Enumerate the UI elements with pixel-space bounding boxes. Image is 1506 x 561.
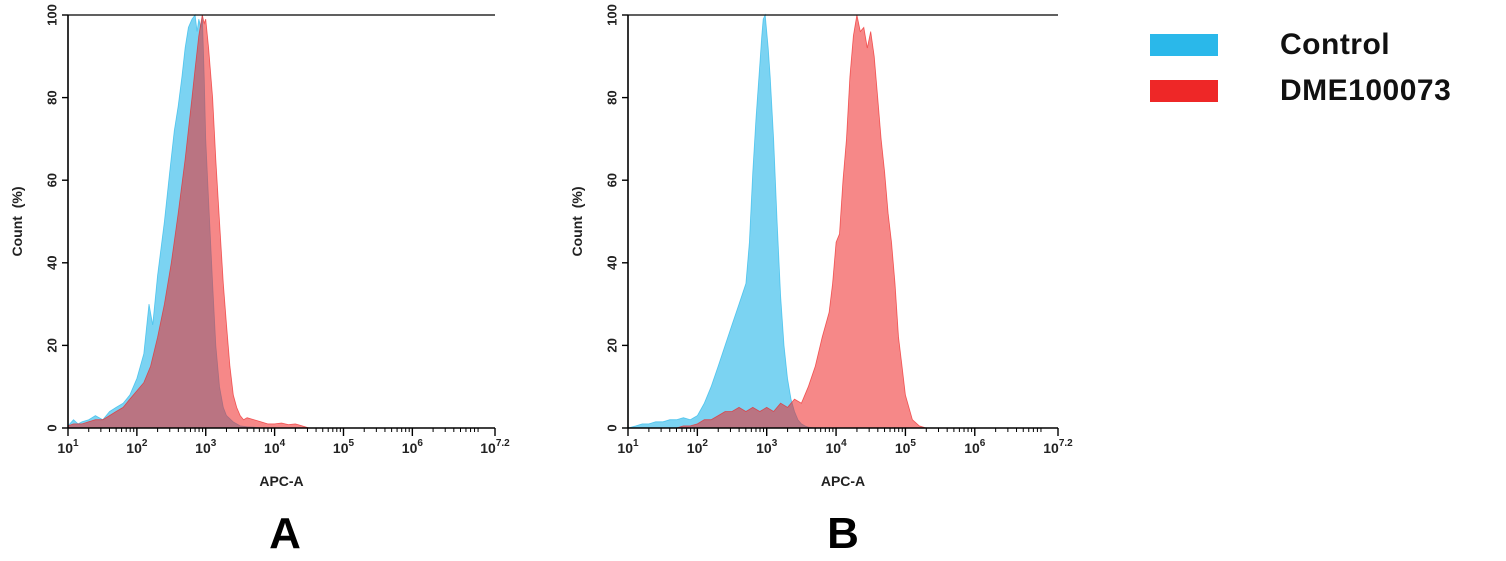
x-tick-label: 105 — [333, 438, 355, 456]
x-tick-label: 101 — [57, 438, 79, 456]
y-tick-label: 60 — [605, 173, 620, 187]
x-tick-exponent: 4 — [280, 438, 286, 449]
x-tick-label: 101 — [617, 438, 639, 456]
x-tick-base: 10 — [964, 440, 980, 456]
x-tick-base: 10 — [57, 440, 73, 456]
x-tick-exponent: 6 — [417, 438, 423, 449]
y-tick-label: 100 — [605, 4, 620, 26]
x-tick-base: 10 — [264, 440, 280, 456]
x-tick-exponent: 2 — [142, 438, 148, 449]
x-tick-base: 10 — [126, 440, 142, 456]
x-tick-exponent: 3 — [211, 438, 217, 449]
x-tick-exponent: 7.2 — [496, 438, 510, 449]
panel-label: A — [269, 509, 301, 556]
legend-item-dme100073: DME100073 — [1150, 68, 1451, 114]
x-tick-base: 10 — [402, 440, 418, 456]
legend-item-control: Control — [1150, 22, 1451, 68]
y-axis-title: Count (%) — [9, 187, 25, 257]
x-tick-label: 106 — [402, 438, 424, 456]
x-tick-exponent: 5 — [348, 438, 354, 449]
x-tick-label: 105 — [895, 438, 917, 456]
y-tick-label: 0 — [45, 424, 60, 431]
y-tick-label: 60 — [45, 173, 60, 187]
x-tick-base: 10 — [825, 440, 841, 456]
x-tick-exponent: 4 — [841, 438, 847, 449]
x-tick-base: 10 — [1043, 440, 1059, 456]
panel-label: B — [827, 509, 859, 556]
series-area-control — [627, 13, 816, 429]
legend-label-control: Control — [1280, 28, 1391, 61]
x-tick-label: 107.2 — [480, 438, 510, 456]
x-tick-label: 102 — [126, 438, 148, 456]
y-tick-label: 40 — [605, 256, 620, 270]
x-axis-title: APC-A — [821, 473, 865, 489]
legend: Control DME100073 — [1150, 22, 1451, 114]
x-tick-base: 10 — [333, 440, 349, 456]
y-tick-label: 20 — [605, 338, 620, 352]
x-tick-label: 102 — [687, 438, 709, 456]
x-axis-title: APC-A — [259, 473, 303, 489]
y-tick-label: 0 — [605, 424, 620, 431]
x-tick-base: 10 — [195, 440, 211, 456]
x-tick-exponent: 1 — [633, 438, 639, 449]
legend-swatch-control — [1150, 34, 1218, 56]
x-tick-label: 104 — [825, 438, 847, 456]
x-tick-exponent: 6 — [980, 438, 986, 449]
x-tick-label: 103 — [756, 438, 778, 456]
y-tick-label: 40 — [45, 256, 60, 270]
legend-swatch-dme100073 — [1150, 80, 1218, 102]
x-tick-base: 10 — [895, 440, 911, 456]
y-tick-label: 100 — [45, 4, 60, 26]
y-tick-label: 80 — [605, 90, 620, 104]
x-tick-label: 104 — [264, 438, 286, 456]
legend-label-dme100073: DME100073 — [1280, 74, 1452, 107]
x-tick-label: 107.2 — [1043, 438, 1073, 456]
x-tick-base: 10 — [617, 440, 633, 456]
x-tick-base: 10 — [480, 440, 496, 456]
x-tick-exponent: 2 — [702, 438, 708, 449]
x-tick-exponent: 7.2 — [1059, 438, 1073, 449]
x-tick-base: 10 — [687, 440, 703, 456]
y-axis-title: Count (%) — [569, 187, 585, 257]
x-tick-exponent: 1 — [73, 438, 79, 449]
x-tick-base: 10 — [756, 440, 772, 456]
x-tick-label: 106 — [964, 438, 986, 456]
x-tick-exponent: 3 — [772, 438, 778, 449]
series-area-dme100073 — [67, 14, 310, 429]
y-tick-label: 20 — [45, 338, 60, 352]
y-tick-label: 80 — [45, 90, 60, 104]
x-tick-label: 103 — [195, 438, 217, 456]
x-tick-exponent: 5 — [910, 438, 916, 449]
series-area-dme100073 — [676, 14, 927, 429]
